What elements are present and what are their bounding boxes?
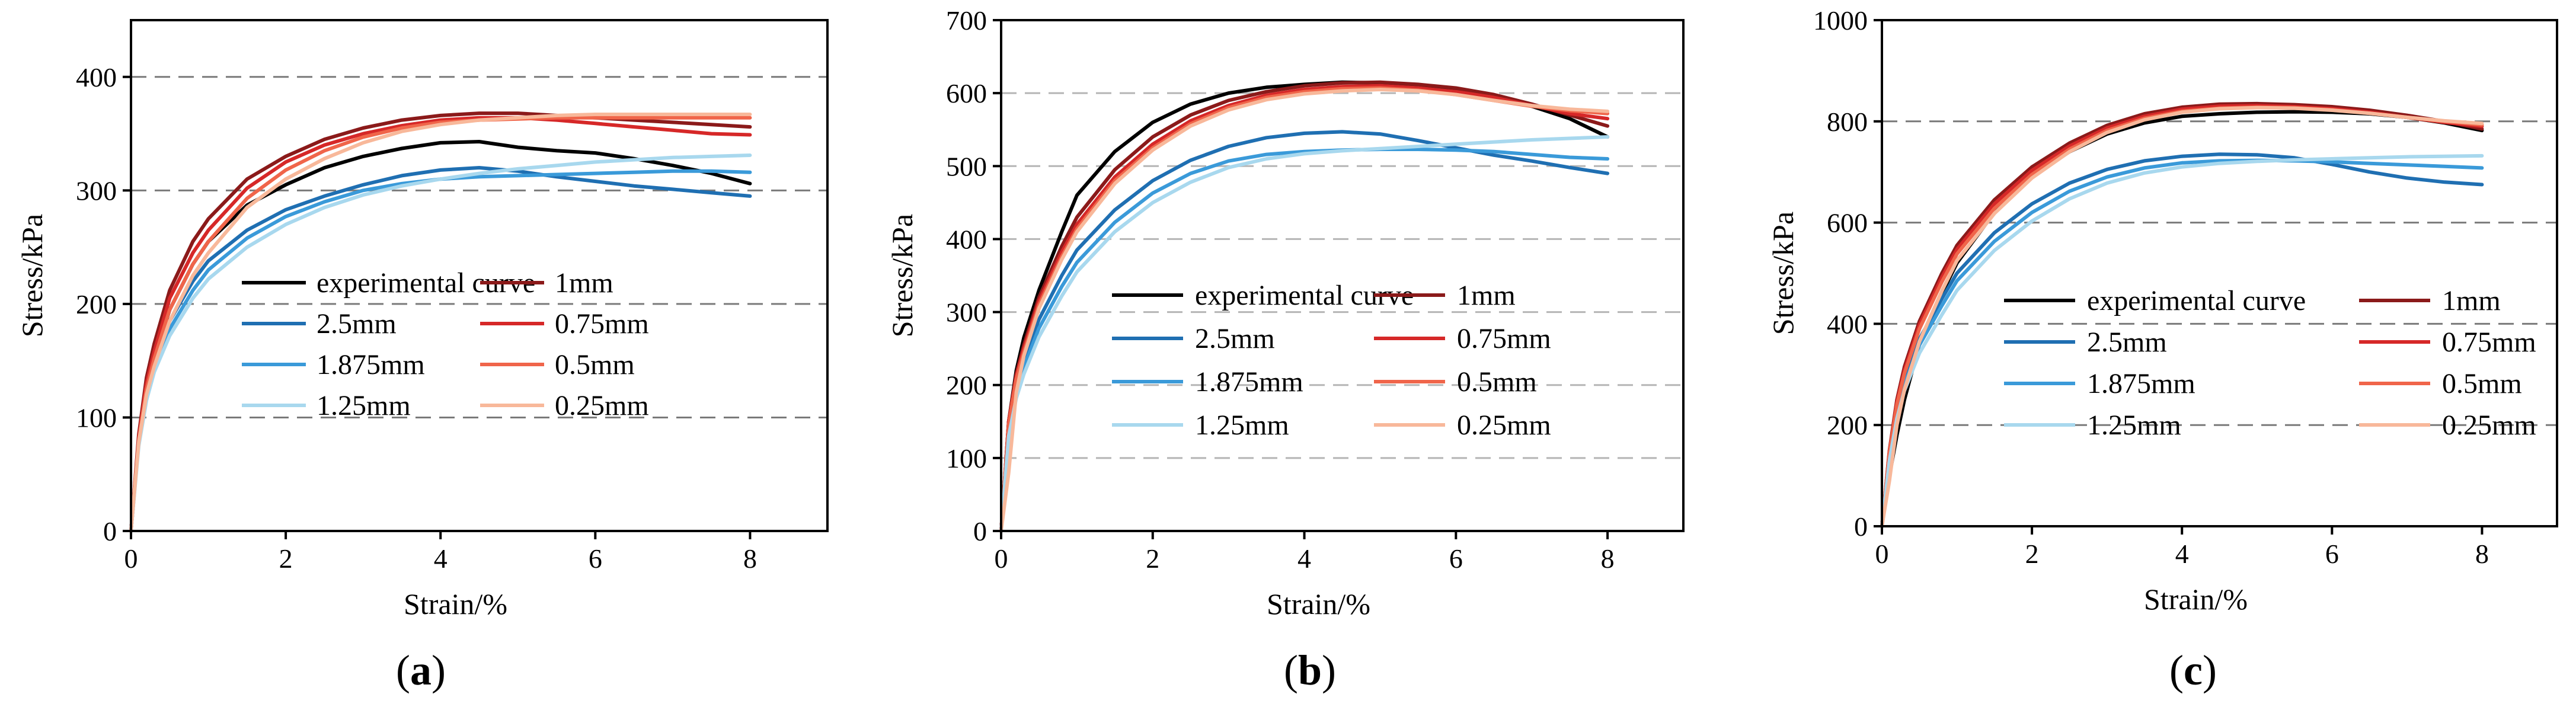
x-tick-label: 8 <box>743 543 757 574</box>
legend-label: experimental curve <box>2087 285 2306 316</box>
y-axis-label: Stress/kPa <box>1766 212 1800 335</box>
y-tick-label: 100 <box>76 402 117 433</box>
legend-label: 1.875mm <box>2087 368 2195 399</box>
legend-label: 1.875mm <box>317 349 425 380</box>
x-tick-label: 6 <box>589 543 602 574</box>
legend-label: 0.75mm <box>2442 327 2536 358</box>
series-line-0-5mm <box>1880 105 2484 528</box>
x-axis-label: Strain/% <box>404 587 507 620</box>
panel-label: (b) <box>1284 647 1336 694</box>
series-line-0-25mm <box>1880 105 2484 528</box>
x-tick-label: 2 <box>1146 543 1159 574</box>
y-tick-label: 700 <box>946 5 987 36</box>
series-line-0-25mm <box>129 113 752 533</box>
panel-b: 0 2 4 6 8 0 100 200 300 400 500 600 700 Strain/% Stres… <box>886 5 1685 694</box>
panel-c: 0 2 4 6 8 0 200 400 600 800 1000 Strain/% Stress/kPa… <box>1766 5 2558 694</box>
x-tick-label: 8 <box>1601 543 1615 574</box>
y-tick-label: 800 <box>1827 107 1868 137</box>
x-tick-label: 4 <box>2175 539 2189 569</box>
y-tick-label: 1000 <box>1813 5 1868 36</box>
series-line-1-875mm <box>999 148 1610 533</box>
x-tick-label: 2 <box>279 543 293 574</box>
y-tick-label: 0 <box>1854 511 1868 542</box>
series-line-1-25mm <box>999 135 1610 533</box>
x-tick-label: 0 <box>1875 539 1889 569</box>
legend-label: 2.5mm <box>317 308 397 340</box>
x-tick-label: 4 <box>434 543 448 574</box>
y-axis-label: Stress/kPa <box>886 214 919 337</box>
series-line-experimental-curve <box>129 140 752 533</box>
y-axis-label: Stress/kPa <box>15 214 49 337</box>
y-tick-label: 100 <box>946 443 987 474</box>
legend-label: 2.5mm <box>1195 323 1275 354</box>
x-tick-label: 0 <box>995 543 1008 574</box>
x-tick-label: 8 <box>2475 539 2489 569</box>
y-tick-label: 600 <box>946 78 987 108</box>
x-axis-label: Strain/% <box>1267 587 1370 620</box>
y-tick-label: 400 <box>946 224 987 254</box>
y-tick-label: 400 <box>76 62 117 92</box>
x-tick-label: 0 <box>124 543 138 574</box>
legend-label: 0.5mm <box>555 349 635 380</box>
series-line-0-25mm <box>999 88 1610 533</box>
legend-label: 1.25mm <box>1195 410 1289 441</box>
x-tick-label: 6 <box>1449 543 1463 574</box>
y-tick-label: 200 <box>76 289 117 319</box>
legend-label: 0.25mm <box>2442 410 2536 441</box>
series-line-1mm <box>129 111 752 533</box>
y-tick-label: 0 <box>103 516 117 546</box>
y-tick-label: 400 <box>1827 309 1868 339</box>
y-tick-label: 0 <box>973 516 987 546</box>
legend-label: 1mm <box>1457 280 1516 311</box>
series-line-0-5mm <box>129 116 752 533</box>
legend: experimental curve 1mm 2.5mm 0.75mm 1.875mm 0… <box>2004 285 2536 441</box>
legend-label: 1mm <box>2442 285 2501 316</box>
panel-label: (c) <box>2169 647 2217 694</box>
legend-label: 0.75mm <box>555 308 649 340</box>
legend-label: 0.25mm <box>1457 410 1551 441</box>
legend-label: 1.25mm <box>317 390 411 421</box>
legend-label: 0.5mm <box>1457 366 1537 398</box>
x-tick-label: 6 <box>2325 539 2339 569</box>
plot-frame <box>1881 19 2558 527</box>
y-tick-label: 500 <box>946 151 987 181</box>
y-tick-label: 200 <box>946 370 987 401</box>
legend-label: 0.75mm <box>1457 323 1551 354</box>
series-line-0-75mm <box>129 116 752 533</box>
panel-label: (a) <box>396 647 446 694</box>
legend-label: 0.5mm <box>2442 368 2522 399</box>
y-tick-label: 300 <box>946 297 987 328</box>
series-line-2-5mm <box>1880 152 2484 528</box>
x-tick-label: 2 <box>2025 539 2039 569</box>
legend-label: 1.875mm <box>1195 366 1303 398</box>
y-tick-label: 600 <box>1827 208 1868 238</box>
x-axis-label: Strain/% <box>2144 583 2248 616</box>
y-tick-label: 300 <box>76 175 117 206</box>
plot-frame <box>1000 19 1685 532</box>
legend-label: 1mm <box>555 267 613 299</box>
plot-frame <box>130 19 829 532</box>
x-tick-label: 4 <box>1297 543 1311 574</box>
series-line-1-25mm <box>129 153 752 533</box>
legend-label: 0.25mm <box>555 390 649 421</box>
legend-label: 1.25mm <box>2087 410 2181 441</box>
legend-label: 2.5mm <box>2087 327 2167 358</box>
y-tick-label: 200 <box>1827 410 1868 440</box>
